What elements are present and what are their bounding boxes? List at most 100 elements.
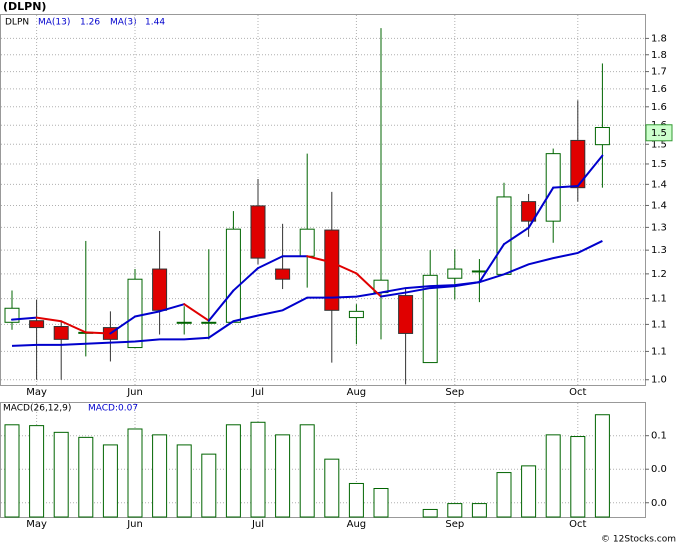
chart-title: (DLPN) [3,0,46,13]
x-tick-label: Oct [569,387,586,398]
candle-body [275,268,291,280]
bar [324,458,340,518]
ma-line-segment [576,154,604,188]
price-panel [0,14,646,386]
y-tick-label: 1.8 [651,33,667,44]
x-tick-label: Jul [251,519,264,530]
bar [447,503,463,518]
candle-body [594,126,610,146]
bar [275,434,291,518]
y-tick-label: 1.1 [651,319,667,330]
bar [152,434,168,518]
bar [201,453,217,518]
ma-line-segment [306,255,333,264]
ma-line-segment [158,303,186,313]
footer: © 12Stocks.com [601,535,676,545]
ma-line-segment [60,320,87,334]
y-tick-label: 1.6 [651,102,667,113]
ma-line-segment [11,316,38,321]
candle-body [422,274,438,364]
ma-line-segment [232,267,259,292]
bar [176,444,192,518]
candle-body [53,326,69,340]
candle-body [521,201,537,222]
ma-line-segment [183,303,210,322]
ma-line-segment [330,261,358,275]
macd-legend-value: MACD:0.07 [88,404,138,414]
y-tick-label: 1.6 [651,84,667,95]
candle-body [29,320,45,329]
bar [4,424,20,518]
ma-line-segment [478,243,505,284]
ma-line-segment [257,255,284,270]
y-tick-label: 1.3 [651,245,667,256]
ma-line-segment [552,185,579,189]
bar [127,428,143,518]
x-tick-label: Aug [347,387,367,398]
x-tick-label: Jun [126,387,143,398]
y-tick-label: 1.4 [651,200,667,211]
ma-line-segment [453,281,481,288]
bar [29,425,45,518]
bar [570,436,586,518]
y-tick-label: 1.4 [651,179,667,190]
bar [225,424,241,518]
y-tick-label: 1.5 [651,159,667,170]
x-tick-label: May [26,519,47,530]
y-tick-label: 0.0 [651,464,667,475]
legend-ma3: MA(3) [110,18,137,28]
bar [299,424,315,518]
ma-line-segment [35,316,63,323]
y-tick-label: 1.3 [651,222,667,233]
ma-line-segment [355,272,382,298]
candle-body [250,205,266,259]
y-tick-label: 1.1 [651,294,667,305]
bar [496,472,512,518]
candle-body [225,228,241,323]
last-price-label: 1.5 [651,128,667,139]
candle-body [127,278,143,349]
x-tick-label: May [26,387,47,398]
ma-line-segment [380,291,407,298]
legend-ticker: DLPN [5,18,29,28]
y-tick-label: 1.8 [651,50,667,61]
candle-body [570,139,586,189]
bar [471,503,487,518]
x-tick-label: Jul [251,387,264,398]
ma-line-segment [207,289,235,322]
ma-line-segment [404,287,432,294]
ma-line-segment [109,315,136,335]
y-tick-label: 0.0 [651,498,667,509]
ma-line-segment [429,285,456,290]
last-price-box [645,124,673,142]
ma-line-segment [134,310,161,318]
bar [53,431,69,518]
bar [521,465,537,518]
candle-body [152,268,168,311]
bar [594,414,610,518]
y-tick-label: 1.7 [651,67,667,78]
legend-ma13-value: 1.26 [80,18,100,28]
ma-line [11,240,603,347]
legend-ma13: MA(13) [38,18,70,28]
ma-line-segment [503,226,530,246]
x-tick-label: Sep [445,387,464,398]
legend-ma3-value: 1.44 [145,18,165,28]
x-tick-label: Sep [445,519,464,530]
x-tick-label: Jun [126,519,143,530]
candle-body [471,270,487,273]
macd-legend: MACD(26,12,9) [3,404,71,414]
ma-line-segment [84,331,112,335]
y-tick-label: 1.1 [651,346,667,357]
candle-body [496,196,512,275]
bar [545,434,561,518]
y-tick-label: 1.0 [651,375,667,386]
y-tick-label: 0.1 [651,431,667,442]
bar [373,488,389,518]
x-tick-label: Aug [347,519,367,530]
bar [422,508,438,518]
bar [78,436,94,518]
x-tick-label: Oct [569,519,586,530]
candle-body [348,310,364,319]
